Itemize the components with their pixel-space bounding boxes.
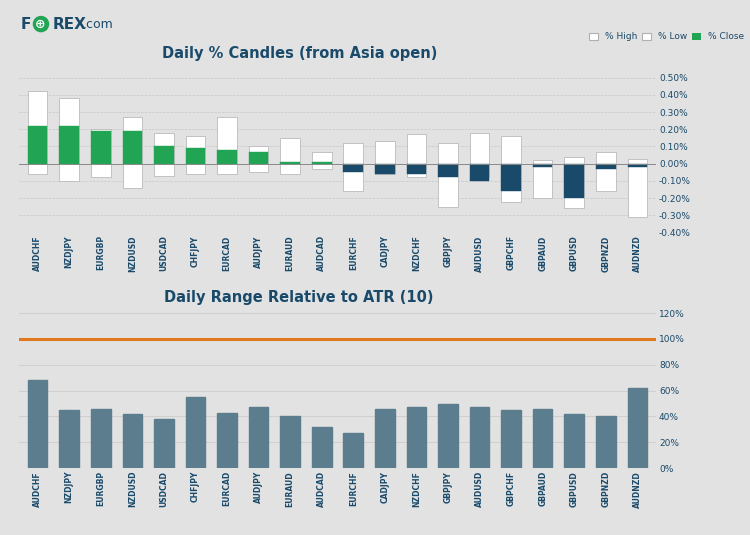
Bar bbox=[59, 98, 79, 181]
Bar bbox=[249, 408, 268, 468]
Bar bbox=[596, 164, 616, 169]
Bar bbox=[312, 162, 332, 164]
Bar bbox=[501, 164, 520, 191]
Bar bbox=[628, 164, 647, 167]
Bar bbox=[217, 117, 237, 174]
Bar bbox=[344, 433, 363, 468]
Bar bbox=[406, 164, 426, 174]
Bar bbox=[406, 134, 426, 178]
Bar bbox=[501, 136, 520, 202]
Text: O: O bbox=[34, 17, 47, 32]
Bar bbox=[470, 164, 489, 181]
Bar bbox=[438, 164, 458, 178]
Bar bbox=[470, 408, 489, 468]
Text: ⊕: ⊕ bbox=[34, 18, 45, 30]
Bar bbox=[501, 410, 520, 468]
Bar bbox=[249, 147, 268, 172]
Bar bbox=[532, 164, 553, 167]
Bar bbox=[28, 380, 47, 468]
Bar bbox=[628, 158, 647, 217]
Bar bbox=[217, 412, 237, 468]
Bar bbox=[565, 157, 584, 209]
Bar bbox=[532, 409, 553, 468]
Bar bbox=[565, 414, 584, 468]
Bar bbox=[375, 141, 394, 174]
Bar bbox=[406, 408, 426, 468]
Bar bbox=[438, 143, 458, 207]
Bar bbox=[91, 131, 110, 164]
Bar bbox=[470, 133, 489, 178]
Bar bbox=[375, 409, 394, 468]
Title: Daily % Candles (from Asia open): Daily % Candles (from Asia open) bbox=[161, 46, 437, 61]
Bar bbox=[154, 147, 174, 164]
Bar bbox=[122, 131, 142, 164]
Bar bbox=[312, 427, 332, 468]
Bar bbox=[249, 151, 268, 164]
Bar bbox=[186, 397, 206, 468]
Bar bbox=[596, 416, 616, 468]
Bar bbox=[122, 414, 142, 468]
Bar bbox=[186, 136, 206, 174]
Bar bbox=[154, 419, 174, 468]
Title: Daily Range Relative to ATR (10): Daily Range Relative to ATR (10) bbox=[164, 290, 434, 305]
Bar bbox=[59, 126, 79, 164]
Bar bbox=[28, 126, 47, 164]
Bar bbox=[59, 410, 79, 468]
Bar bbox=[280, 416, 300, 468]
Bar bbox=[91, 129, 110, 178]
Text: .com: .com bbox=[82, 18, 113, 30]
Bar bbox=[375, 164, 394, 174]
Bar bbox=[122, 117, 142, 188]
Bar bbox=[28, 91, 47, 174]
Text: REX: REX bbox=[53, 17, 86, 32]
Bar bbox=[217, 150, 237, 164]
Bar bbox=[312, 151, 332, 169]
Bar bbox=[596, 151, 616, 191]
Bar bbox=[186, 148, 206, 164]
Bar bbox=[91, 409, 110, 468]
Bar bbox=[565, 164, 584, 198]
Bar bbox=[438, 403, 458, 468]
Bar bbox=[154, 133, 174, 175]
Bar bbox=[280, 138, 300, 174]
Text: F: F bbox=[21, 17, 32, 32]
Bar bbox=[280, 162, 300, 164]
Bar bbox=[532, 160, 553, 198]
Bar bbox=[344, 143, 363, 191]
Bar bbox=[344, 164, 363, 172]
Legend: % High, % Low, % Close: % High, % Low, % Close bbox=[589, 33, 744, 42]
Bar bbox=[628, 388, 647, 468]
